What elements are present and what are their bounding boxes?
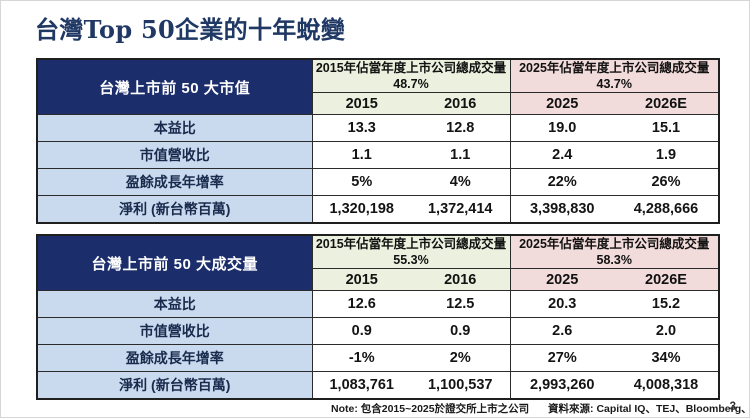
table-cell: 1.9 <box>614 141 720 170</box>
period-label: 2025年佔當年度上市公司總成交量 <box>519 237 710 251</box>
year-header: 2015 <box>311 92 411 116</box>
table-cell: 20.3 <box>509 290 614 319</box>
row-label: 淨利 (新台幣百萬) <box>36 371 313 400</box>
period-label: 2015年佔當年度上市公司總成交量 <box>315 61 507 75</box>
table-cell: -1% <box>311 344 411 373</box>
table-cell: 34% <box>614 344 720 373</box>
table-cell: 12.5 <box>411 290 511 319</box>
year-header: 2026E <box>614 92 720 116</box>
table-cell: 2.0 <box>614 317 720 346</box>
row-label: 市值營收比 <box>36 141 313 170</box>
table-cell: 15.2 <box>614 290 720 319</box>
row-label: 淨利 (新台幣百萬) <box>36 195 313 224</box>
period-label: 2015年佔當年度上市公司總成交量 <box>315 237 507 251</box>
table-row: 本益比 13.3 12.8 19.0 15.1 <box>36 114 720 143</box>
period-header-2025: 2025年佔當年度上市公司總成交量 43.7% <box>509 58 720 94</box>
table-cell: 13.3 <box>311 114 411 143</box>
table-corner-title: 台灣上市前 50 大成交量 <box>36 234 313 292</box>
table-cell: 1.1 <box>411 141 511 170</box>
footer-note: Note: 包含2015~2025於證交所上市之公司 <box>331 403 530 415</box>
year-header: 2026E <box>614 268 720 292</box>
row-label: 盈餘成長年增率 <box>36 344 313 373</box>
table-cell: 2% <box>411 344 511 373</box>
period-share: 58.3% <box>596 252 632 267</box>
table-cell: 22% <box>509 168 614 197</box>
table-cell: 5% <box>311 168 411 197</box>
table-cell: 1,100,537 <box>411 371 511 400</box>
row-label: 盈餘成長年增率 <box>36 168 313 197</box>
table-row: 市值營收比 1.1 1.1 2.4 1.9 <box>36 141 720 170</box>
year-header: 2016 <box>411 268 511 292</box>
period-share: 48.7% <box>393 76 429 91</box>
table-cell: 12.8 <box>411 114 511 143</box>
table-row: 盈餘成長年增率 -1% 2% 27% 34% <box>36 344 720 373</box>
table-cell: 1,083,761 <box>311 371 411 400</box>
table-row: 淨利 (新台幣百萬) 1,320,198 1,372,414 3,398,830… <box>36 195 720 224</box>
year-header: 2015 <box>311 268 411 292</box>
row-label: 本益比 <box>36 114 313 143</box>
table-cell: 2,993,260 <box>509 371 614 400</box>
table-row: 淨利 (新台幣百萬) 1,083,761 1,100,537 2,993,260… <box>36 371 720 400</box>
table-row: 市值營收比 0.9 0.9 2.6 2.0 <box>36 317 720 346</box>
table-row: 本益比 12.6 12.5 20.3 15.2 <box>36 290 720 319</box>
table-cell: 3,398,830 <box>509 195 614 224</box>
market-cap-table: 台灣上市前 50 大市值 2015年佔當年度上市公司總成交量 48.7% 202… <box>36 58 720 224</box>
table-cell: 27% <box>509 344 614 373</box>
period-header-2015: 2015年佔當年度上市公司總成交量 55.3% <box>311 234 511 270</box>
footer: Note: 包含2015~2025於證交所上市之公司 資料來源: Capital… <box>331 401 750 416</box>
table-cell: 4% <box>411 168 511 197</box>
table-cell: 1.1 <box>311 141 411 170</box>
table-cell: 1,372,414 <box>411 195 511 224</box>
table-cell: 12.6 <box>311 290 411 319</box>
table-cell: 0.9 <box>311 317 411 346</box>
table-cell: 2.4 <box>509 141 614 170</box>
period-share: 43.7% <box>596 76 632 91</box>
period-share: 55.3% <box>393 252 429 267</box>
row-label: 本益比 <box>36 290 313 319</box>
period-header-2015: 2015年佔當年度上市公司總成交量 48.7% <box>311 58 511 94</box>
year-header: 2016 <box>411 92 511 116</box>
year-header: 2025 <box>509 92 614 116</box>
table-cell: 4,008,318 <box>614 371 720 400</box>
table-cell: 4,288,666 <box>614 195 720 224</box>
volume-table: 台灣上市前 50 大成交量 2015年佔當年度上市公司總成交量 55.3% 20… <box>36 234 720 400</box>
page-number: 3 <box>729 401 736 413</box>
period-header-2025: 2025年佔當年度上市公司總成交量 58.3% <box>509 234 720 270</box>
table-cell: 0.9 <box>411 317 511 346</box>
year-header: 2025 <box>509 268 614 292</box>
table-row: 盈餘成長年增率 5% 4% 22% 26% <box>36 168 720 197</box>
table-cell: 2.6 <box>509 317 614 346</box>
table-corner-title: 台灣上市前 50 大市值 <box>36 58 313 116</box>
page-title: 台灣Top 50企業的十年蛻變 <box>35 15 346 44</box>
table-cell: 15.1 <box>614 114 720 143</box>
table-cell: 26% <box>614 168 720 197</box>
table-cell: 19.0 <box>509 114 614 143</box>
period-label: 2025年佔當年度上市公司總成交量 <box>519 61 710 75</box>
row-label: 市值營收比 <box>36 317 313 346</box>
footer-source: 資料來源: Capital IQ、TEJ、Bloomberg、證交所 <box>548 403 750 415</box>
table-cell: 1,320,198 <box>311 195 411 224</box>
